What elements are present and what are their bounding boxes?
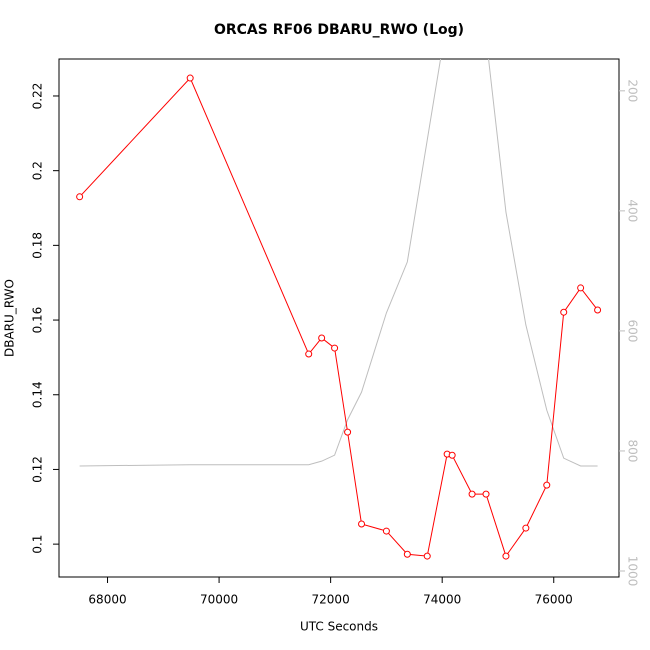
point: [318, 334, 326, 342]
x-tick-label: 72000: [312, 593, 350, 607]
x-tick-label: 76000: [535, 593, 573, 607]
point: [482, 490, 490, 498]
x-tick-label: 74000: [423, 593, 461, 607]
y-tick-label: 0.12: [31, 456, 45, 483]
y-tick-label: 0.22: [31, 83, 45, 110]
y2-tick-label: 600: [626, 319, 640, 342]
point: [560, 308, 568, 316]
plot-frame: [58, 58, 620, 578]
point: [344, 428, 352, 436]
point: [423, 552, 431, 560]
point: [358, 520, 366, 528]
y-axis-label: DBARU_RWO: [3, 279, 17, 357]
point: [577, 284, 585, 292]
y-tick-label: 0.2: [31, 161, 45, 180]
y-tick-label: 0.16: [31, 307, 45, 334]
series-line: [79, 59, 598, 467]
y2-tick-label: 400: [626, 199, 640, 222]
plot-area: [76, 59, 602, 560]
y2-tick-label: 800: [626, 439, 640, 462]
point: [468, 490, 476, 498]
point: [502, 552, 510, 560]
y2-tick-label: 200: [626, 79, 640, 102]
point: [448, 451, 456, 459]
point: [76, 193, 84, 201]
chart-title: ORCAS RF06 DBARU_RWO (Log): [214, 22, 464, 38]
y-tick-label: 0.14: [31, 381, 45, 408]
point: [594, 306, 602, 314]
point: [382, 527, 390, 535]
x-tick-label: 70000: [200, 593, 238, 607]
y-tick-label: 0.1: [31, 535, 45, 554]
point: [186, 74, 194, 82]
x-tick-label: 68000: [88, 593, 126, 607]
point: [522, 524, 530, 532]
y2-tick-label: 1000: [626, 556, 640, 587]
series-line: [79, 77, 598, 558]
y-tick-label: 0.18: [31, 232, 45, 259]
point: [403, 550, 411, 558]
x-axis-label: UTC Seconds: [300, 620, 378, 634]
point: [543, 481, 551, 489]
point: [305, 350, 313, 358]
point: [331, 344, 339, 352]
